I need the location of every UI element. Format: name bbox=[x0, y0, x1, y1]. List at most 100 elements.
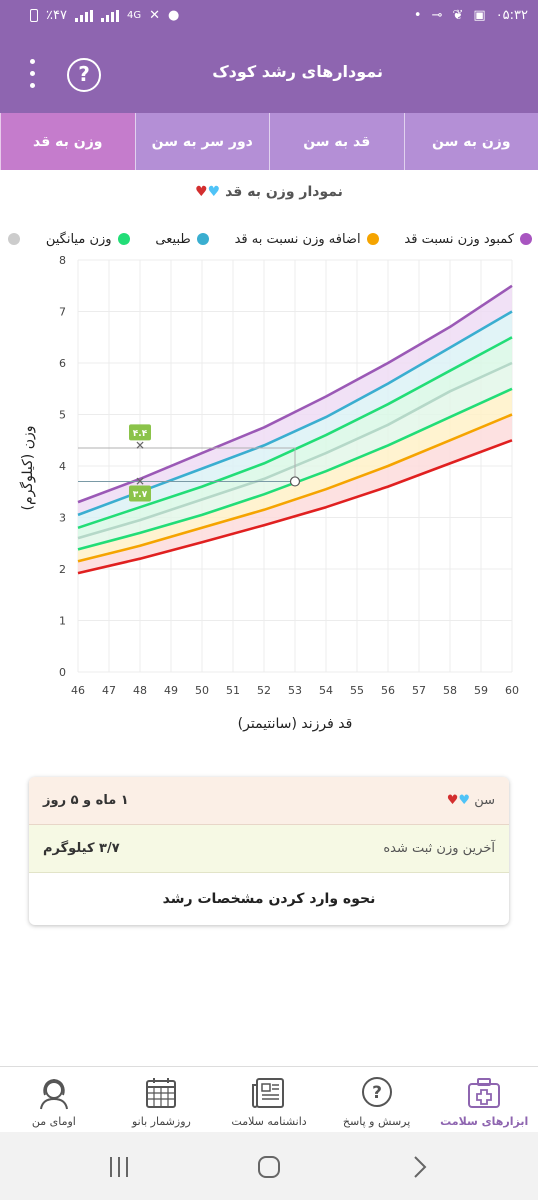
heart-anatomy-icon: ♥ bbox=[195, 184, 208, 200]
x-tick-label: 57 bbox=[412, 684, 426, 697]
y-tick-label: 3 bbox=[59, 512, 66, 525]
marker-x: ✕ bbox=[135, 474, 145, 488]
y-tick-label: 1 bbox=[59, 615, 66, 628]
tab-weight-for-height[interactable]: وزن به قد bbox=[0, 113, 135, 170]
back-icon[interactable] bbox=[405, 1152, 435, 1182]
legend-dot-icon bbox=[196, 233, 209, 245]
home-icon[interactable] bbox=[254, 1152, 284, 1182]
weight-row: آخرین وزن ثبت شده ۳/۷ کیلوگرم bbox=[29, 825, 509, 873]
legend-label: طبیعی bbox=[155, 231, 191, 247]
x-tick-label: 56 bbox=[381, 684, 395, 697]
help-icon[interactable]: ? bbox=[67, 58, 101, 92]
image-icon: ▣ bbox=[473, 8, 486, 23]
notification-icon: ● bbox=[167, 8, 180, 23]
key-icon: ⊸ bbox=[431, 8, 443, 23]
tab-weight-for-age[interactable]: وزن به سن bbox=[403, 113, 538, 170]
nav-health-tools[interactable]: ابزارهای سلامت bbox=[430, 1067, 538, 1132]
dot-icon: • bbox=[413, 8, 422, 23]
nav-label: اومای من bbox=[31, 1115, 76, 1128]
age-row: سن ♥♥ ۱ ماه و ۵ روز bbox=[29, 777, 509, 825]
marker-label: ۴.۴ bbox=[133, 429, 148, 439]
legend-dot-icon bbox=[8, 233, 20, 245]
question-bubble-icon: ? bbox=[361, 1077, 392, 1107]
x-tick-label: 58 bbox=[443, 684, 457, 697]
legend-item: وزن میانگین bbox=[46, 228, 130, 250]
x-tick-label: 49 bbox=[164, 684, 178, 697]
age-label-wrap: سن ♥♥ bbox=[447, 793, 495, 808]
legend-label: اضافه وزن نسبت به قد bbox=[234, 231, 361, 247]
battery-percent: ٪۴۷ bbox=[46, 8, 67, 23]
legend-dot-icon bbox=[366, 233, 379, 245]
x-tick-label: 60 bbox=[505, 684, 519, 697]
tab-height-for-age[interactable]: قد به سن bbox=[269, 113, 404, 170]
page-title: نمودارهای رشد کودک bbox=[212, 62, 383, 81]
nav-encyclopedia[interactable]: دانشنامه سلامت bbox=[215, 1067, 323, 1132]
x-tick-label: 59 bbox=[474, 684, 488, 697]
y-tick-label: 6 bbox=[59, 357, 66, 370]
legend-dot-icon bbox=[520, 233, 532, 245]
tab-head-circumference[interactable]: دور سر به سن bbox=[134, 113, 270, 170]
chart-title: نمودار وزن به قد ♥♥ bbox=[0, 184, 538, 200]
growth-chart: 46 47 48 49 50 51 52 53 54 55 56 57 58 59 60 0 1 2 3 4 5 6 7 8 ✕… bbox=[0, 250, 538, 740]
status-bar: ٪۴۷ 4G ✕ ● • ⊸ ❦ ▣ ۰۵:۳۲ bbox=[0, 0, 538, 36]
growth-input-help-link[interactable]: نحوه وارد کردن مشخصات رشد bbox=[162, 891, 376, 907]
growth-curve bbox=[77, 284, 513, 504]
svg-text:?: ? bbox=[372, 1083, 382, 1103]
signal-icon bbox=[74, 9, 93, 22]
weight-value: ۳/۷ کیلوگرم bbox=[43, 841, 120, 856]
x-tick-label: 51 bbox=[226, 684, 240, 697]
nav-my-profile[interactable]: اومای من bbox=[0, 1067, 108, 1132]
current-point bbox=[289, 476, 301, 487]
overflow-menu-icon[interactable] bbox=[22, 56, 42, 92]
nav-label: دانشنامه سلامت bbox=[231, 1115, 307, 1128]
nav-qa[interactable]: ? پرسش و پاسخ bbox=[323, 1067, 431, 1132]
info-card: سن ♥♥ ۱ ماه و ۵ روز آخرین وزن ثبت شده ۳/… bbox=[29, 777, 509, 925]
y-tick-label: 7 bbox=[59, 306, 66, 319]
growth-chart-svg: 46 47 48 49 50 51 52 53 54 55 56 57 58 59 60012345678✕… bbox=[19, 254, 519, 732]
chart-title-text: نمودار وزن به قد bbox=[225, 184, 343, 200]
newspaper-icon bbox=[252, 1078, 285, 1108]
legend-item: کمبود وزن نسبت قد bbox=[404, 228, 532, 250]
x-tick-label: 53 bbox=[288, 684, 302, 697]
woman-avatar-icon bbox=[39, 1078, 68, 1110]
recent-apps-icon[interactable] bbox=[105, 1152, 135, 1182]
nav-label: پرسش و پاسخ bbox=[342, 1115, 411, 1128]
x-tick-label: 48 bbox=[133, 684, 147, 697]
y-tick-label: 5 bbox=[59, 409, 66, 422]
legend-label: وزن میانگین bbox=[45, 231, 112, 247]
x-tick-label: 54 bbox=[319, 684, 333, 697]
first-aid-kit-icon bbox=[468, 1078, 501, 1108]
legend-label: کمبود وزن نسبت قد bbox=[404, 231, 514, 247]
nav-calendar[interactable]: روزشمار بانو bbox=[108, 1067, 216, 1132]
calendar-icon bbox=[146, 1078, 177, 1108]
network-type: 4G bbox=[126, 10, 142, 21]
x-tick-label: 47 bbox=[102, 684, 116, 697]
signal-icon-2 bbox=[100, 9, 119, 22]
battery-icon bbox=[30, 9, 38, 22]
chart-band bbox=[78, 363, 512, 550]
app-bar: ? نمودارهای رشد کودک bbox=[0, 36, 538, 113]
age-label: سن bbox=[474, 793, 495, 808]
x-tick-label: 52 bbox=[257, 684, 271, 697]
chart-band bbox=[78, 311, 512, 528]
x-tick-label: 46 bbox=[71, 684, 85, 697]
age-value: ۱ ماه و ۵ روز bbox=[43, 793, 129, 808]
x-tick-label: 50 bbox=[195, 684, 209, 697]
nav-label: ابزارهای سلامت bbox=[440, 1115, 529, 1128]
chart-band bbox=[78, 285, 512, 515]
heart-icon: ♥ bbox=[207, 184, 221, 200]
app-leaf-icon: ❦ bbox=[452, 8, 464, 23]
marker-badge bbox=[129, 424, 151, 441]
status-left: ٪۴۷ 4G ✕ ● bbox=[30, 8, 179, 23]
chart-band bbox=[78, 337, 512, 539]
marker-x: ✕ bbox=[135, 438, 145, 452]
nav-label: روزشمار بانو bbox=[132, 1115, 191, 1128]
legend-dot-icon bbox=[117, 233, 130, 245]
y-tick-label: 4 bbox=[59, 460, 66, 473]
y-axis-label: وزن (کیلوگرم) bbox=[19, 426, 36, 511]
chart-legend: کمبود وزن نسبت قد اضافه وزن نسبت به قد ط… bbox=[8, 228, 532, 250]
y-tick-label: 2 bbox=[59, 563, 66, 576]
status-time: ۰۵:۳۲ bbox=[495, 8, 528, 23]
bottom-nav: ابزارهای سلامت ? پرسش و پاسخ دانشنامه سل… bbox=[0, 1066, 538, 1132]
status-right: • ⊸ ❦ ▣ ۰۵:۳۲ bbox=[414, 8, 528, 23]
